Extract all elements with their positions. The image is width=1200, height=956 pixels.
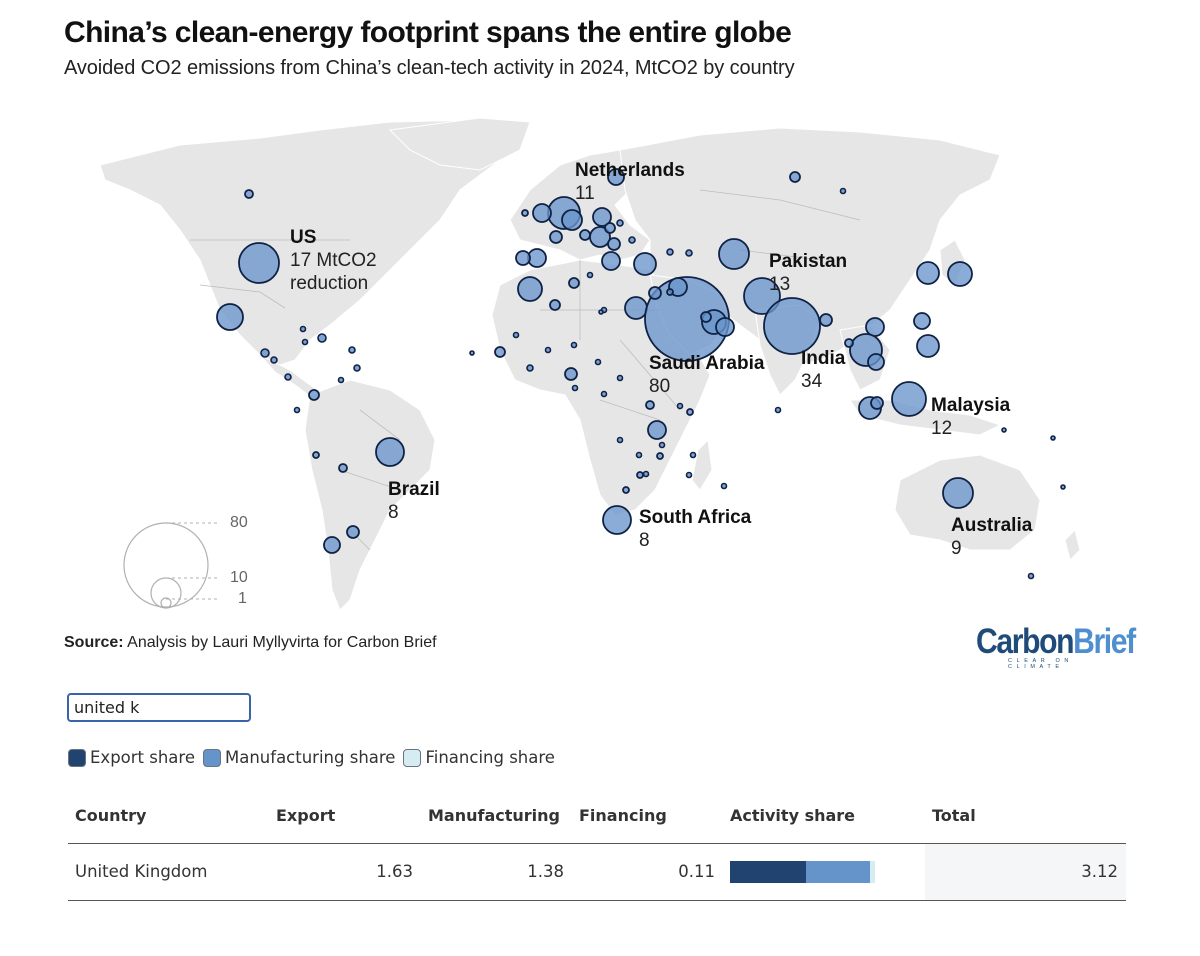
financing-swatch-icon xyxy=(403,748,422,767)
chart-subtitle: Avoided CO2 emissions from China’s clean… xyxy=(64,57,795,79)
carbon-brief-logo: CarbonBrief CLEAR ON CLIMATE xyxy=(976,622,1136,671)
cell-financing: 0.11 xyxy=(678,862,715,881)
logo-carbon: Carbon xyxy=(976,622,1074,661)
legend-label-financing: Financing share xyxy=(425,748,555,767)
cell-total: 3.12 xyxy=(1081,862,1118,881)
source-label: Source: xyxy=(64,634,124,651)
table-row: United Kingdom 1.63 1.38 0.11 3.12 xyxy=(68,844,1126,901)
header-activity-share[interactable]: Activity share xyxy=(730,806,856,825)
country-search-input[interactable] xyxy=(67,693,251,722)
map-label-brazil: Brazil 8 xyxy=(388,479,440,523)
source-note: Source: Analysis by Lauri Myllyvirta for… xyxy=(64,634,437,652)
logo-brief: Brief xyxy=(1073,622,1136,661)
map-label-us: US 17 MtCO2 reduction xyxy=(290,227,377,294)
header-total[interactable]: Total xyxy=(932,806,976,825)
header-export[interactable]: Export xyxy=(276,806,336,825)
map-label-pakistan: Pakistan 13 xyxy=(769,251,848,295)
legend-item-manufacturing: Manufacturing share xyxy=(203,748,395,767)
size-legend-label-10: 10 xyxy=(230,569,248,586)
logo-tagline: CLEAR ON CLIMATE xyxy=(1008,658,1073,670)
cell-manufacturing: 1.38 xyxy=(527,862,564,881)
header-financing[interactable]: Financing xyxy=(579,806,667,825)
cell-country: United Kingdom xyxy=(75,862,208,881)
table-header: Country Export Manufacturing Financing A… xyxy=(68,796,1126,844)
legend-label-export: Export share xyxy=(90,748,195,767)
header-country[interactable]: Country xyxy=(75,806,147,825)
size-legend-label-80: 80 xyxy=(230,514,248,531)
map-label-australia: Australia 9 xyxy=(951,515,1033,559)
map-label-saudi-arabia: Saudi Arabia 80 xyxy=(649,353,765,397)
legend-item-financing: Financing share xyxy=(403,748,555,767)
manufacturing-swatch-icon xyxy=(203,748,221,767)
activity-share-bar xyxy=(730,861,875,883)
legend-label-manufacturing: Manufacturing share xyxy=(225,748,396,767)
map-label-netherlands: Netherlands 11 xyxy=(575,160,685,204)
size-legend-label-1: 1 xyxy=(238,590,247,607)
chart-title: China’s clean-energy footprint spans the… xyxy=(64,16,792,49)
legend-item-export: Export share xyxy=(68,748,195,767)
total-cell-bg xyxy=(925,844,1126,900)
map-label-india: India 34 xyxy=(801,348,846,392)
source-text: Analysis by Lauri Myllyvirta for Carbon … xyxy=(123,634,437,651)
header-manufacturing[interactable]: Manufacturing xyxy=(428,806,560,825)
bar-export-segment xyxy=(730,861,806,883)
map-label-south-africa: South Africa 8 xyxy=(639,507,752,551)
export-swatch-icon xyxy=(68,748,86,767)
bubble-size-legend: 80 10 1 xyxy=(118,512,278,612)
activity-legend: Export share Manufacturing share Financi… xyxy=(68,748,563,767)
world-bubble-map[interactable]: US 17 MtCO2 reduction Netherlands 11 Pak… xyxy=(60,110,1140,620)
world-map-land xyxy=(99,117,1081,611)
size-legend-circles xyxy=(123,522,220,609)
bar-financing-segment xyxy=(870,861,875,883)
map-label-malaysia: Malaysia 12 xyxy=(931,395,1011,439)
cell-export: 1.63 xyxy=(376,862,413,881)
results-table: Country Export Manufacturing Financing A… xyxy=(68,796,1126,901)
bar-manufacturing-segment xyxy=(806,861,870,883)
